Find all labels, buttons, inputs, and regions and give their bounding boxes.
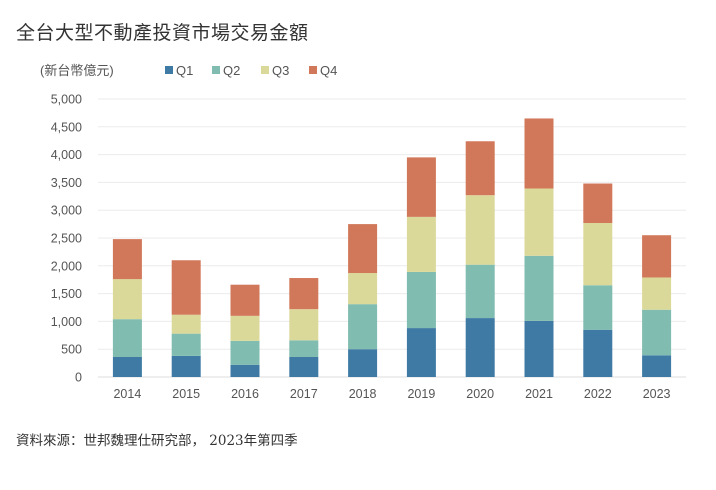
- bar-2020-Q3: [465, 195, 495, 265]
- bar-2023-Q4: [642, 235, 672, 278]
- legend-swatch-Q1: [165, 66, 173, 74]
- bar-2015-Q4: [171, 260, 201, 315]
- bar-2022-Q2: [583, 285, 613, 330]
- x-tick-label: 2021: [525, 387, 553, 401]
- bar-2023-Q2: [642, 309, 672, 356]
- y-tick-label: 1,500: [51, 287, 82, 301]
- bar-2014-Q4: [112, 239, 142, 280]
- bar-2020-Q1: [465, 318, 495, 377]
- legend-swatch-Q4: [309, 66, 317, 74]
- unit-label: (新台幣億元): [40, 63, 114, 78]
- y-tick-label: 2,000: [51, 259, 82, 273]
- bar-2019-Q1: [406, 328, 436, 377]
- bar-2021-Q1: [524, 320, 554, 377]
- legend-label-Q4: Q4: [320, 63, 337, 78]
- bar-2019-Q2: [406, 271, 436, 329]
- y-tick-label: 5,000: [51, 93, 82, 107]
- bar-2021-Q4: [524, 118, 554, 189]
- x-tick-label: 2014: [113, 387, 141, 401]
- y-tick-label: 0: [75, 371, 82, 385]
- bar-2015-Q1: [171, 355, 201, 377]
- x-tick-label: 2022: [584, 387, 612, 401]
- bar-2019-Q4: [406, 157, 436, 217]
- legend-label-Q3: Q3: [272, 63, 289, 78]
- bar-2016-Q3: [230, 315, 260, 341]
- bar-2017-Q1: [289, 356, 319, 377]
- y-tick-label: 3,500: [51, 176, 82, 190]
- y-tick-label: 2,500: [51, 232, 82, 246]
- y-tick-label: 1,000: [51, 315, 82, 329]
- bar-2021-Q3: [524, 188, 554, 256]
- bar-2023-Q1: [642, 355, 672, 377]
- legend-swatch-Q2: [212, 66, 220, 74]
- legend: Q1 Q2 Q3 Q4: [165, 63, 337, 78]
- bar-2019-Q3: [406, 216, 436, 272]
- bar-2015-Q2: [171, 333, 201, 356]
- x-tick-label: 2016: [231, 387, 259, 401]
- bar-2022-Q1: [583, 329, 613, 377]
- legend-swatch-Q3: [261, 66, 269, 74]
- bar-2014-Q3: [112, 279, 142, 320]
- x-tick-label: 2018: [349, 387, 377, 401]
- legend-label-Q2: Q2: [223, 63, 240, 78]
- bar-2015-Q3: [171, 314, 201, 334]
- y-tick-label: 500: [61, 343, 82, 357]
- bar-2014-Q2: [112, 319, 142, 357]
- bar-2020-Q2: [465, 264, 495, 319]
- x-tick-label: 2015: [172, 387, 200, 401]
- x-tick-label: 2020: [466, 387, 494, 401]
- bar-2020-Q4: [465, 141, 495, 196]
- bar-2016-Q1: [230, 364, 260, 377]
- bar-2022-Q3: [583, 222, 613, 286]
- bar-2018-Q1: [348, 349, 378, 377]
- bar-2017-Q2: [289, 340, 319, 357]
- y-tick-label: 3,000: [51, 204, 82, 218]
- bar-2021-Q2: [524, 255, 554, 321]
- bar-2018-Q4: [348, 224, 378, 274]
- bars: [112, 118, 672, 377]
- legend-label-Q1: Q1: [176, 63, 193, 78]
- x-tick-label: 2019: [407, 387, 435, 401]
- x-tick-label: 2023: [643, 387, 671, 401]
- bar-2018-Q2: [348, 304, 378, 350]
- chart-title: 全台大型不動產投資市場交易金額: [16, 22, 309, 44]
- source-note: 資料來源：世邦魏理仕研究部， 2023年第四季: [16, 433, 298, 449]
- bar-2023-Q3: [642, 277, 672, 310]
- bar-2018-Q3: [348, 273, 378, 305]
- y-tick-label: 4,000: [51, 148, 82, 162]
- bar-2016-Q4: [230, 284, 260, 316]
- bar-2022-Q4: [583, 183, 613, 223]
- x-axis-labels: 2014 2015 2016 2017 2018 2019 2020 2021 2022 2023: [113, 387, 670, 401]
- bar-2016-Q2: [230, 340, 260, 365]
- bar-2014-Q1: [112, 356, 142, 377]
- x-tick-label: 2017: [290, 387, 318, 401]
- bar-2017-Q4: [289, 278, 319, 310]
- bar-2017-Q3: [289, 309, 319, 341]
- y-tick-label: 4,500: [51, 120, 82, 134]
